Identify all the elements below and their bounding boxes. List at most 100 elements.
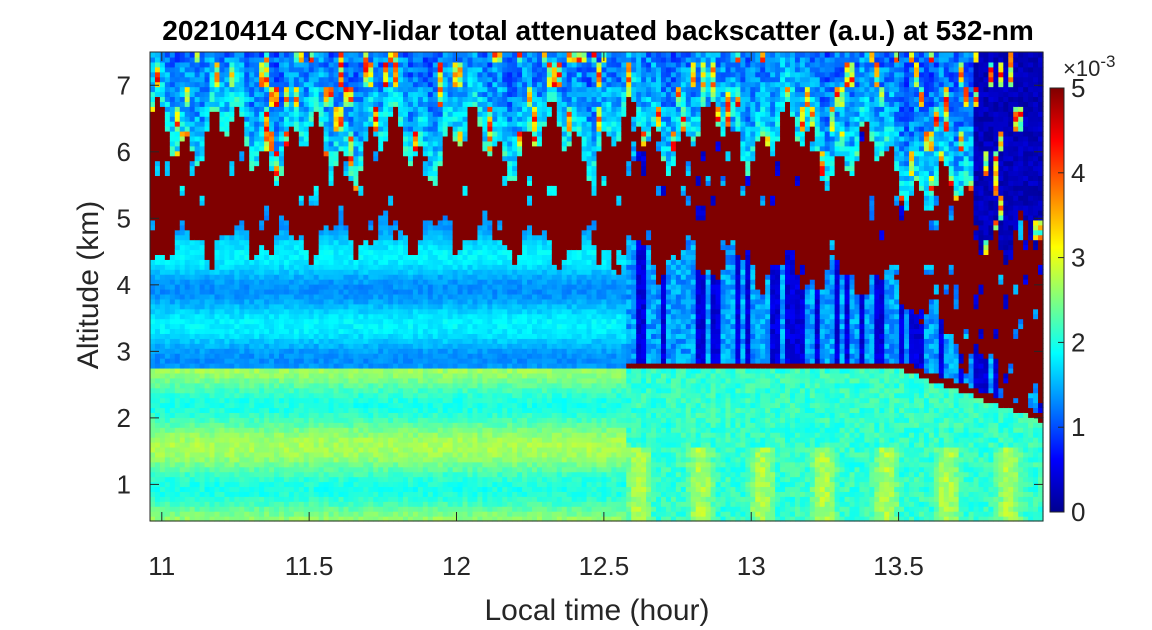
heatmap-cell xyxy=(403,338,409,344)
heatmap-cell xyxy=(388,269,394,275)
heatmap-cell xyxy=(343,372,350,379)
heatmap-cell xyxy=(189,56,196,63)
heatmap-cell xyxy=(323,224,330,231)
heatmap-cell xyxy=(313,387,320,394)
heatmap-cell xyxy=(274,101,280,107)
heatmap-cell xyxy=(159,145,166,152)
heatmap-cell xyxy=(209,323,216,330)
heatmap-cell xyxy=(353,338,359,344)
heatmap-cell xyxy=(288,180,295,186)
heatmap-cell xyxy=(298,155,305,162)
heatmap-cell xyxy=(229,348,235,354)
heatmap-cell xyxy=(154,190,161,196)
heatmap-cell xyxy=(159,101,166,107)
heatmap-cell xyxy=(214,61,221,68)
heatmap-cell xyxy=(214,209,221,216)
heatmap-cell xyxy=(293,101,300,107)
heatmap-cell xyxy=(363,343,369,349)
heatmap-cell xyxy=(234,160,240,167)
heatmap-cell xyxy=(298,126,305,132)
heatmap-cell xyxy=(303,140,310,147)
heatmap-cell xyxy=(150,86,156,93)
heatmap-cell xyxy=(403,86,409,93)
heatmap-cell xyxy=(209,437,216,443)
heatmap-cell xyxy=(164,284,171,290)
heatmap-cell xyxy=(249,106,255,112)
heatmap-cell xyxy=(288,71,295,78)
heatmap-cell xyxy=(348,353,354,359)
heatmap-cell xyxy=(348,274,354,280)
heatmap-cell xyxy=(229,298,235,305)
heatmap-cell xyxy=(164,200,171,206)
heatmap-cell xyxy=(358,486,364,492)
heatmap-cell xyxy=(199,106,206,112)
heatmap-cell xyxy=(303,402,310,409)
heatmap-cell xyxy=(343,66,350,73)
heatmap-cell xyxy=(234,432,240,438)
heatmap-cell xyxy=(234,427,240,433)
heatmap-cell xyxy=(388,86,394,93)
heatmap-cell xyxy=(343,333,350,339)
heatmap-cell xyxy=(358,86,364,93)
heatmap-cell xyxy=(368,116,374,122)
heatmap-cell xyxy=(249,451,255,458)
heatmap-cell xyxy=(338,145,345,152)
heatmap-cell xyxy=(204,61,211,68)
heatmap-cell xyxy=(373,402,379,409)
heatmap-cell xyxy=(388,456,394,463)
heatmap-cell xyxy=(209,279,216,285)
heatmap-cell xyxy=(363,456,369,463)
heatmap-cell xyxy=(278,486,285,492)
heatmap-cell xyxy=(348,71,354,78)
heatmap-cell xyxy=(298,353,305,359)
heatmap-cell xyxy=(393,249,399,256)
heatmap-cell xyxy=(353,412,359,418)
heatmap-cell xyxy=(368,155,374,162)
heatmap-cell xyxy=(259,76,265,83)
heatmap-cell xyxy=(269,205,275,211)
heatmap-cell xyxy=(174,506,181,512)
heatmap-cell xyxy=(234,52,240,58)
heatmap-cell xyxy=(219,214,226,221)
heatmap-cell xyxy=(274,343,280,349)
heatmap-cell xyxy=(348,56,354,63)
heatmap-cell xyxy=(288,274,295,280)
heatmap-cell xyxy=(373,219,379,226)
heatmap-cell xyxy=(348,81,354,88)
heatmap-cell xyxy=(298,328,305,334)
heatmap-cell xyxy=(174,126,181,132)
heatmap-cell xyxy=(293,200,300,206)
heatmap-cell xyxy=(254,229,260,236)
heatmap-cell xyxy=(278,442,285,448)
heatmap-cell xyxy=(393,303,399,310)
heatmap-cell xyxy=(328,101,335,107)
heatmap-cell xyxy=(244,501,250,507)
heatmap-cell xyxy=(353,165,359,172)
heatmap-cell xyxy=(154,318,161,325)
heatmap-cell xyxy=(189,126,196,132)
heatmap-cell xyxy=(174,244,181,251)
heatmap-cell xyxy=(199,476,206,483)
heatmap-cell xyxy=(164,377,171,384)
heatmap-cell xyxy=(288,244,295,251)
heatmap-cell xyxy=(368,293,374,300)
heatmap-cell xyxy=(343,486,350,492)
heatmap-cell xyxy=(239,91,245,98)
heatmap-cell xyxy=(303,407,310,413)
heatmap-cell xyxy=(388,180,394,186)
heatmap-cell xyxy=(333,353,340,359)
heatmap-cell xyxy=(269,200,275,206)
heatmap-cell xyxy=(368,61,374,68)
heatmap-cell xyxy=(184,244,191,251)
heatmap-cell xyxy=(169,91,176,98)
heatmap-cell xyxy=(184,56,191,63)
heatmap-cell xyxy=(224,71,230,78)
heatmap-cell xyxy=(150,269,156,275)
heatmap-cell xyxy=(179,150,186,157)
heatmap-cell xyxy=(249,200,255,206)
heatmap-cell xyxy=(174,155,181,162)
heatmap-cell xyxy=(164,195,171,201)
heatmap-cell xyxy=(184,121,191,127)
heatmap-cell xyxy=(259,372,265,379)
heatmap-cell xyxy=(169,130,176,137)
